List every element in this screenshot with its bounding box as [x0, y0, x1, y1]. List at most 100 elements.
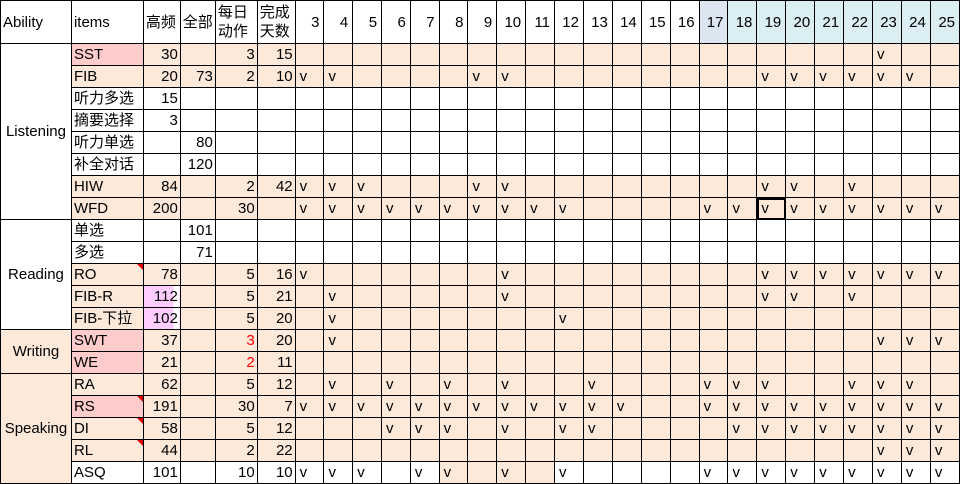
day-cell-21[interactable]: v — [814, 395, 845, 418]
day-cell-12[interactable]: v — [554, 461, 584, 484]
days-needed-cell[interactable]: 10 — [256, 65, 296, 88]
day-cell-3[interactable] — [294, 153, 325, 176]
all-cell[interactable]: 73 — [179, 65, 216, 88]
day-cell-11[interactable] — [525, 87, 556, 110]
day-cell-13[interactable] — [582, 461, 613, 484]
high-freq-cell[interactable]: 200 — [142, 197, 181, 220]
day-cell-14[interactable]: v — [611, 395, 642, 418]
day-cell-21[interactable]: v — [814, 417, 845, 440]
day-cell-19[interactable] — [756, 219, 787, 242]
daily-cell[interactable]: 2 — [214, 439, 258, 462]
day-cell-8[interactable] — [438, 329, 469, 352]
day-cell-16[interactable] — [669, 439, 700, 462]
day-cell-23[interactable] — [872, 153, 902, 176]
day-cell-13[interactable] — [582, 175, 613, 198]
day-cell-15[interactable] — [640, 87, 671, 110]
header-day-21[interactable]: 21 — [814, 0, 845, 44]
day-cell-15[interactable] — [640, 109, 671, 132]
day-cell-18[interactable] — [727, 131, 758, 154]
all-cell[interactable] — [179, 197, 216, 220]
all-cell[interactable]: 120 — [179, 153, 216, 176]
header-day-7[interactable]: 7 — [409, 0, 440, 44]
day-cell-18[interactable] — [727, 241, 758, 264]
day-cell-12[interactable]: v — [554, 417, 584, 440]
all-cell[interactable] — [179, 43, 216, 66]
days-needed-cell[interactable]: 20 — [256, 307, 296, 330]
item-cell[interactable]: 听力单选 — [70, 131, 144, 154]
day-cell-10[interactable] — [496, 219, 527, 242]
day-cell-12[interactable]: v — [554, 307, 584, 330]
ability-cell[interactable]: Reading — [0, 219, 72, 330]
high-freq-cell[interactable] — [142, 153, 181, 176]
day-cell-13[interactable] — [582, 153, 613, 176]
day-cell-24[interactable]: v — [900, 263, 931, 286]
day-cell-4[interactable]: v — [323, 175, 354, 198]
day-cell-18[interactable] — [727, 175, 758, 198]
day-cell-3[interactable] — [294, 241, 325, 264]
days-needed-cell[interactable] — [256, 219, 296, 242]
day-cell-12[interactable] — [554, 219, 584, 242]
day-cell-17[interactable] — [698, 219, 729, 242]
day-cell-13[interactable] — [582, 131, 613, 154]
day-cell-23[interactable]: v — [872, 329, 902, 352]
day-cell-22[interactable] — [843, 439, 873, 462]
day-cell-16[interactable] — [669, 43, 700, 66]
day-cell-21[interactable]: v — [814, 197, 845, 220]
day-cell-17[interactable] — [698, 307, 729, 330]
day-cell-3[interactable]: v — [294, 395, 325, 418]
day-cell-18[interactable]: v — [727, 461, 758, 484]
day-cell-25[interactable] — [929, 307, 960, 330]
day-cell-12[interactable] — [554, 65, 584, 88]
day-cell-4[interactable] — [323, 153, 354, 176]
day-cell-22[interactable] — [843, 131, 873, 154]
daily-cell[interactable] — [214, 219, 258, 242]
daily-cell[interactable]: 30 — [214, 197, 258, 220]
day-cell-12[interactable] — [554, 87, 584, 110]
day-cell-22[interactable] — [843, 153, 873, 176]
day-cell-19[interactable] — [756, 87, 787, 110]
day-cell-10[interactable]: v — [496, 395, 527, 418]
day-cell-6[interactable] — [381, 43, 411, 66]
day-cell-3[interactable] — [294, 43, 325, 66]
daily-cell[interactable]: 3 — [214, 329, 258, 352]
day-cell-24[interactable] — [900, 219, 931, 242]
daily-cell[interactable] — [214, 241, 258, 264]
day-cell-3[interactable]: v — [294, 461, 325, 484]
day-cell-5[interactable] — [352, 263, 383, 286]
day-cell-23[interactable]: v — [872, 461, 902, 484]
day-cell-20[interactable]: v — [785, 417, 816, 440]
day-cell-16[interactable] — [669, 197, 700, 220]
day-cell-4[interactable]: v — [323, 329, 354, 352]
day-cell-3[interactable]: v — [294, 197, 325, 220]
day-cell-13[interactable] — [582, 65, 613, 88]
day-cell-19[interactable] — [756, 439, 787, 462]
day-cell-11[interactable] — [525, 351, 556, 374]
day-cell-10[interactable] — [496, 87, 527, 110]
day-cell-13[interactable] — [582, 43, 613, 66]
high-freq-cell[interactable]: 30 — [142, 43, 181, 66]
days-needed-cell[interactable] — [256, 87, 296, 110]
ability-cell[interactable]: Listening — [0, 43, 72, 220]
day-cell-8[interactable] — [438, 131, 469, 154]
day-cell-19[interactable] — [756, 131, 787, 154]
header-day-12[interactable]: 12 — [554, 0, 584, 44]
day-cell-21[interactable] — [814, 219, 845, 242]
day-cell-18[interactable] — [727, 43, 758, 66]
day-cell-8[interactable] — [438, 43, 469, 66]
day-cell-5[interactable] — [352, 131, 383, 154]
day-cell-13[interactable]: v — [582, 417, 613, 440]
day-cell-23[interactable] — [872, 219, 902, 242]
day-cell-6[interactable] — [381, 329, 411, 352]
day-cell-9[interactable] — [467, 351, 498, 374]
day-cell-8[interactable]: v — [438, 461, 469, 484]
day-cell-7[interactable] — [409, 65, 440, 88]
header-day-23[interactable]: 23 — [872, 0, 902, 44]
day-cell-9[interactable] — [467, 307, 498, 330]
high-freq-cell[interactable]: 112 — [142, 285, 181, 308]
day-cell-6[interactable]: v — [381, 417, 411, 440]
day-cell-25[interactable] — [929, 87, 960, 110]
day-cell-11[interactable] — [525, 65, 556, 88]
high-freq-cell[interactable]: 62 — [142, 373, 181, 396]
day-cell-11[interactable]: v — [525, 395, 556, 418]
day-cell-10[interactable] — [496, 241, 527, 264]
